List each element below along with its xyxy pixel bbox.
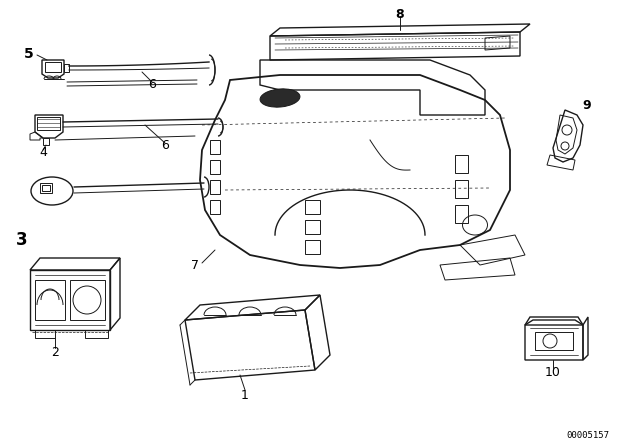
Text: 00005157: 00005157 [566, 431, 609, 439]
Text: 5: 5 [24, 47, 34, 61]
Text: 6: 6 [148, 78, 156, 90]
Text: 2: 2 [51, 345, 59, 358]
Text: 9: 9 [582, 99, 591, 112]
Text: 6: 6 [161, 138, 169, 151]
Text: 7: 7 [191, 258, 199, 271]
Text: 10: 10 [545, 366, 561, 379]
Text: 4: 4 [39, 146, 47, 159]
Ellipse shape [260, 89, 300, 107]
Text: 1: 1 [241, 388, 249, 401]
Text: 8: 8 [396, 8, 404, 21]
Text: 3: 3 [16, 231, 28, 249]
